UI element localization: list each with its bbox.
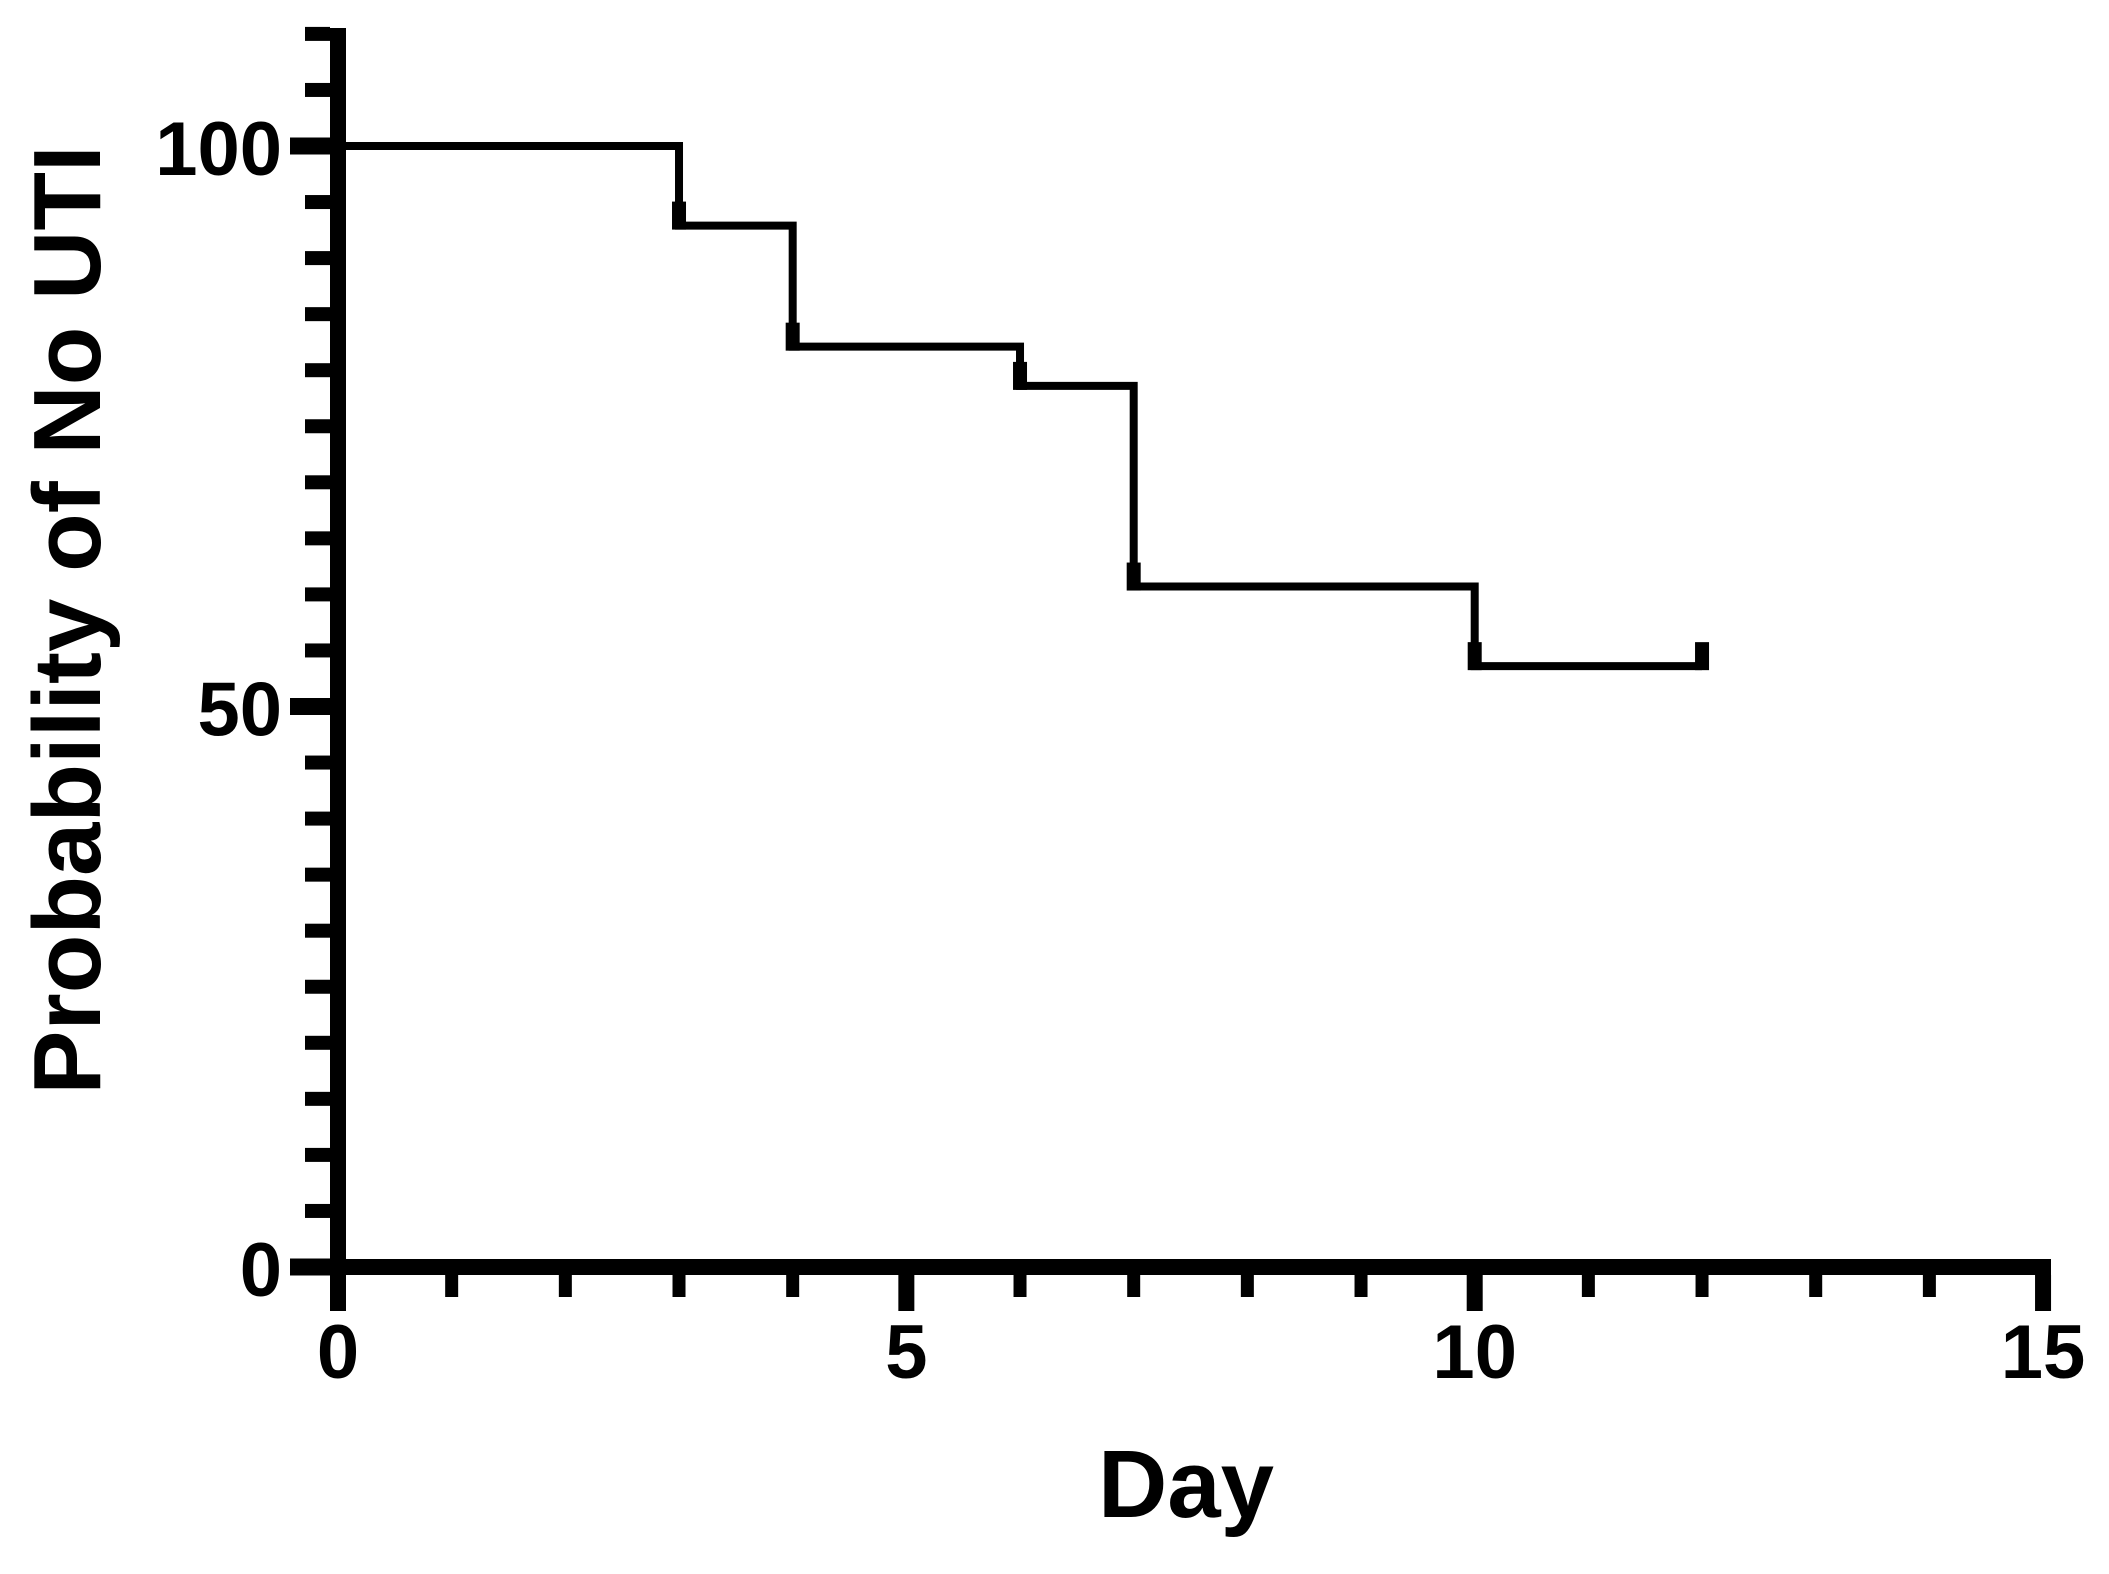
y-minor-tick	[305, 531, 330, 546]
y-major-tick	[290, 698, 330, 715]
x-tick-label: 0	[317, 1310, 359, 1395]
x-axis-title: Day	[1098, 1431, 1274, 1538]
y-tick-label: 0	[240, 1228, 282, 1313]
x-minor-tick	[1013, 1275, 1027, 1297]
y-minor-tick	[305, 755, 330, 770]
y-minor-tick	[305, 195, 330, 210]
y-tick-label: 50	[197, 668, 282, 753]
y-minor-tick	[305, 475, 330, 490]
x-major-tick	[898, 1275, 915, 1311]
y-minor-tick	[305, 419, 330, 434]
x-major-tick	[2035, 1275, 2052, 1311]
y-minor-tick	[305, 307, 330, 322]
censor-tick	[1013, 361, 1028, 390]
survival-curve	[338, 142, 1710, 671]
y-minor-tick	[305, 1035, 330, 1050]
y-minor-tick	[305, 363, 330, 378]
y-minor-tick	[305, 82, 330, 97]
tick-labels: 0 50 100 0 5 10 15	[155, 107, 2085, 1395]
x-minor-tick	[1809, 1275, 1823, 1297]
y-axis-spine	[330, 28, 346, 1311]
x-minor-tick	[786, 1275, 800, 1297]
censor-tick	[1126, 562, 1141, 591]
censor-tick	[785, 322, 800, 351]
x-minor-tick	[1240, 1275, 1254, 1297]
y-minor-tick	[305, 643, 330, 658]
x-tick-label: 10	[1432, 1310, 1517, 1395]
y-minor-tick	[305, 979, 330, 994]
y-minor-tick	[305, 26, 330, 41]
y-tick-label: 100	[155, 107, 282, 192]
x-tick-label: 15	[2001, 1310, 2086, 1395]
y-minor-tick	[305, 1147, 330, 1162]
axes	[290, 26, 2052, 1311]
y-minor-tick	[305, 1091, 330, 1106]
x-minor-tick	[1127, 1275, 1141, 1297]
y-minor-tick	[305, 1203, 330, 1218]
x-minor-tick	[672, 1275, 686, 1297]
x-minor-tick	[1695, 1275, 1709, 1297]
censor-tick	[672, 201, 687, 230]
y-minor-tick	[305, 587, 330, 602]
x-axis-line	[330, 1259, 2051, 1275]
y-minor-tick	[305, 811, 330, 826]
y-major-tick	[290, 1258, 330, 1276]
y-major-tick	[290, 137, 330, 155]
x-minor-tick	[1922, 1275, 1936, 1297]
y-axis-title: Probability of No UTI	[14, 145, 121, 1094]
censor-tick	[1695, 642, 1710, 671]
y-minor-tick	[305, 923, 330, 938]
x-major-tick	[330, 1275, 346, 1311]
y-minor-tick	[305, 867, 330, 882]
x-major-tick	[1466, 1275, 1483, 1311]
y-minor-tick	[305, 251, 330, 266]
x-tick-label: 5	[885, 1310, 927, 1395]
x-minor-tick	[558, 1275, 572, 1297]
x-minor-tick	[1581, 1275, 1595, 1297]
censor-tick	[1467, 642, 1482, 671]
x-minor-tick	[445, 1275, 459, 1297]
x-minor-tick	[1354, 1275, 1368, 1297]
survival-step-path	[338, 142, 1703, 671]
